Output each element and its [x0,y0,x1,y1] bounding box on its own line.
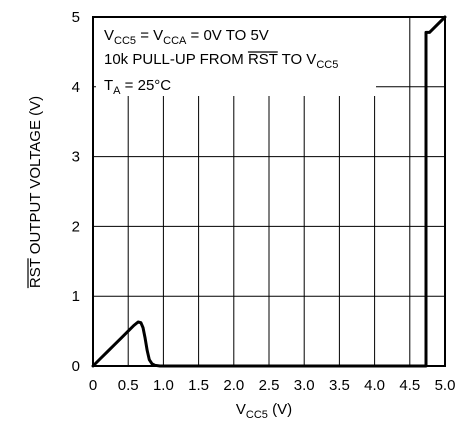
y-axis-title-group: RST OUTPUT VOLTAGE (V) [27,96,44,289]
annotation-line-2-overbar: RST [248,51,278,68]
x-axis-title: VCC5 (V) [236,401,292,421]
annotation-background [96,18,376,96]
x-tick-label-6: 3.0 [294,377,315,394]
x-tick-label-0: 0 [89,377,97,394]
y-axis-title: RST OUTPUT VOLTAGE (V) [27,96,44,288]
x-tick-label-5: 2.5 [259,377,280,394]
x-axis-title-sub: CC5 [246,409,268,421]
annotation-line-2-pre: 10k PULL-UP FROM [104,51,248,68]
y-tick-label-3: 3 [72,149,80,166]
x-tick-label-7: 3.5 [329,377,350,394]
y-tick-label-2: 2 [72,218,80,235]
x-tick-label-2: 1.0 [153,377,174,394]
x-tick-label-1: 0.5 [118,377,139,394]
x-axis-title-unit: (V) [268,401,292,418]
annotation-line-3-sub: A [113,85,121,97]
annotation-line-1: VCC5 = VCCA = 0V TO 5V [104,27,269,47]
annotation-line-1-a-sub: CC5 [114,35,136,47]
annotation-line-2: 10k PULL-UP FROM RST TO VCC5 [104,51,338,71]
y-tick-label-5: 5 [72,9,80,26]
x-axis-title-main: V [236,401,246,418]
y-tick-label-0: 0 [72,358,80,375]
y-axis-title-rest: OUTPUT VOLTAGE (V) [27,96,44,259]
annotation-line-1-rest: = 0V TO 5V [186,27,268,44]
annotation-line-3: TA = 25°C [104,77,171,97]
x-tick-label-4: 2.0 [223,377,244,394]
x-tick-label-3: 1.5 [188,377,209,394]
annotation-line-3-rest: = 25°C [121,77,172,94]
annotation-line-1-eq: = V [136,27,163,44]
x-tick-labels: 0 0.5 1.0 1.5 2.0 2.5 3.0 3.5 4.0 4.5 5.0 [89,377,456,394]
y-axis-title-overbar: RST [27,258,44,288]
series-line [91,15,447,368]
y-tick-labels: 0 1 2 3 4 5 [72,9,80,375]
annotation-line-3-pre: T [104,77,113,94]
x-tick-label-9: 4.5 [399,377,420,394]
x-tick-label-8: 4.0 [364,377,385,394]
annotation-line-2-sub: CC5 [316,59,338,71]
annotation-line-1-a: V [104,27,114,44]
annotation-line-2-mid: TO V [278,51,317,68]
y-tick-label-4: 4 [72,79,80,96]
y-tick-label-1: 1 [72,288,80,305]
annotation-line-1-b-sub: CCA [163,35,187,47]
x-tick-label-10: 5.0 [435,377,456,394]
